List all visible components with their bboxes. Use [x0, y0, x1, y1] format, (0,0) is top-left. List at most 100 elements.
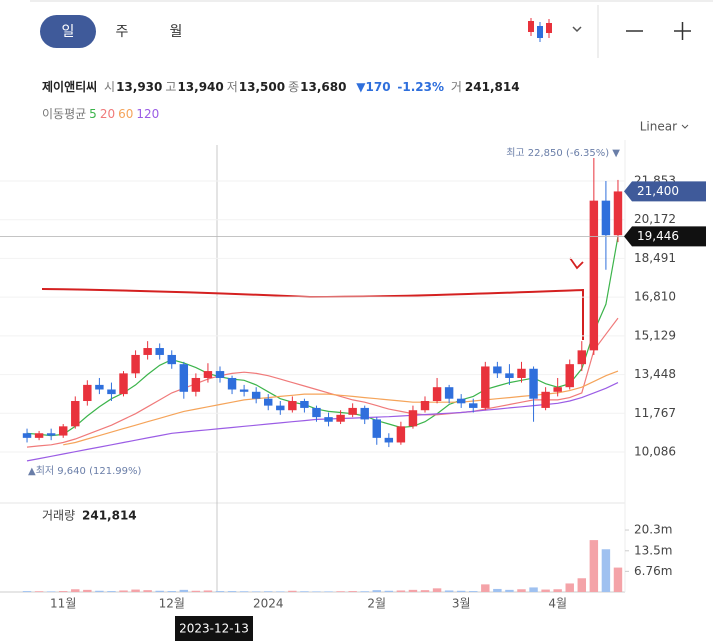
volume-bar [119, 590, 128, 592]
legend-item: 60 [118, 107, 134, 121]
volume-bar [300, 591, 309, 592]
field-label: 시 [104, 80, 116, 94]
candle-body [251, 391, 261, 399]
field-label: 고 [165, 80, 177, 94]
candle-body [420, 401, 430, 411]
volume-bar [251, 591, 261, 592]
volume-bar [167, 591, 176, 592]
candle-body [288, 401, 297, 411]
candle-body [613, 191, 623, 236]
candle-body [348, 407, 357, 415]
candle-body [360, 407, 369, 420]
volume-bar [215, 591, 225, 592]
volume-bar [372, 590, 381, 592]
volume-label: 거 [450, 80, 462, 94]
candle-body [131, 354, 140, 374]
price-marker-bg [624, 226, 706, 247]
price-marker-label: 21,400 [637, 184, 679, 198]
candle-body [215, 371, 225, 378]
x-tick-label: 11월 [50, 597, 76, 611]
field-value: 13,930 [116, 80, 163, 94]
volume-bar [565, 583, 574, 592]
candle-body [312, 407, 321, 418]
volume-bar [264, 591, 273, 592]
candle-body [505, 373, 514, 378]
y-tick-label: 16,810 [634, 290, 676, 304]
volume-bar [420, 590, 430, 592]
y-tick-label: 13,448 [634, 367, 676, 381]
candle-body [541, 391, 550, 408]
candle-body [83, 384, 92, 402]
candle-body [336, 414, 345, 422]
y-tick-label: 18,491 [634, 251, 676, 265]
chart-type-icon[interactable] [528, 18, 552, 42]
volume-bar [541, 589, 550, 592]
volume-bar [505, 589, 514, 592]
candle-body [71, 401, 80, 427]
candle-body [565, 364, 574, 388]
volume-bar [577, 578, 587, 592]
volume-bar [288, 590, 297, 592]
x-tick-label: 2024 [253, 597, 284, 611]
tab-day[interactable]: 일 [62, 24, 75, 40]
tab-week[interactable]: 주 [116, 24, 129, 40]
crosshair-date-bg [175, 616, 253, 641]
tab-month[interactable]: 월 [170, 24, 183, 40]
candle-body [58, 426, 68, 436]
candle-body [469, 403, 478, 408]
scale-label[interactable]: Linear [640, 120, 677, 134]
price-marker-bg [624, 181, 706, 202]
high-annotation: 최고 22,850 (-6.35%) ▼ [506, 147, 620, 159]
volume-bar [456, 590, 466, 592]
dropdown-caret[interactable] [572, 26, 582, 33]
candle-body [444, 387, 454, 399]
quote-fields: 시13,930 고13,940 저13,500 종13,680 [104, 80, 349, 94]
field-value: 13,940 [177, 80, 224, 94]
candle-body [432, 387, 442, 402]
volume-bar [517, 589, 526, 592]
candle-body [276, 405, 285, 411]
ma-line [26, 382, 619, 462]
ma-legend: 이동평균 5 20 60 120 [42, 105, 165, 122]
candle-body [481, 366, 490, 408]
volume-bar [613, 567, 623, 592]
candle-body [227, 377, 237, 390]
volume-bar [107, 591, 116, 592]
candle-body [167, 354, 176, 365]
field-value: 13,500 [238, 80, 286, 94]
volume-bar [481, 584, 490, 592]
volume-bar [324, 591, 333, 592]
volume-bar [95, 590, 104, 592]
zoom-in[interactable] [674, 22, 691, 40]
candle-body [22, 433, 32, 438]
candle-body [517, 368, 526, 378]
candle-body [408, 410, 418, 427]
candle-body [553, 387, 562, 392]
tab-selected-bg[interactable] [40, 15, 96, 48]
volume-bar [131, 589, 140, 592]
candle-body [264, 398, 273, 406]
candle-body [493, 366, 502, 374]
x-tick-label: 12월 [159, 597, 185, 611]
volume-bar [601, 549, 611, 592]
scale-caret[interactable] [681, 124, 689, 129]
candle-body [384, 437, 394, 443]
field-value: 13,680 [300, 80, 347, 94]
candle-body [46, 433, 56, 436]
x-tick-label: 4월 [548, 597, 567, 611]
volume-bar [408, 589, 418, 592]
y-tick-label: 20.3m [634, 523, 672, 537]
legend-item: 5 [89, 107, 97, 121]
y-tick-label: 13.5m [634, 543, 672, 557]
volume-bar [58, 591, 68, 592]
candle-body [577, 350, 587, 365]
volume-bar [239, 591, 249, 592]
volume-bar [143, 590, 152, 592]
candle-body [95, 384, 104, 390]
volume-bar [432, 588, 442, 592]
change-arrow: ▼ [356, 80, 366, 94]
field-label: 종 [288, 80, 300, 94]
volume-bar [348, 591, 357, 592]
